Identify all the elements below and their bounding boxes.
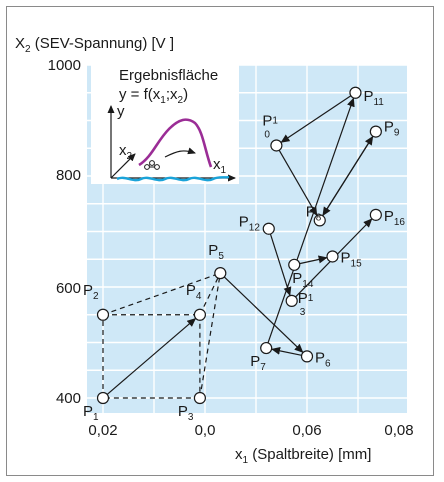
y-tick-labels: 400 600 800 1000 [48, 57, 81, 407]
scatter-chart: X2 (SEV-Spannung) [V ] 400 600 800 1000 0,0… [15, 35, 414, 466]
label-p16: P16 [384, 208, 406, 228]
point-p15 [326, 250, 339, 263]
arrow-edges [106, 95, 374, 395]
arrow-P12-P13 [269, 233, 292, 297]
point-p11 [349, 86, 362, 99]
point-p7 [260, 341, 273, 355]
inset-y-label: y [117, 103, 125, 120]
label-p11: P11 [363, 88, 384, 108]
label-p8: P8 [306, 203, 322, 223]
arrow-P9-P8 [322, 135, 374, 217]
label-p15: P15 [341, 249, 363, 269]
label-p6: P6 [315, 349, 331, 369]
label-p9: P9 [384, 119, 400, 139]
label-p1: P1 [83, 403, 99, 423]
label-p10: P1 0 [262, 112, 278, 140]
x-tick-label: 0,02 [88, 422, 117, 439]
point-p12 [262, 222, 275, 235]
label-p3: P3 [178, 403, 194, 423]
inset-x2-label: x2 [119, 142, 133, 162]
dashed-edges [102, 272, 221, 399]
dashed-edge-P2-P5 [102, 272, 221, 316]
y-tick-label: 1000 [48, 57, 81, 74]
arrow-P10-P8 [278, 149, 318, 217]
result-surface-inset: Ergebnisfläche y = f(x1;x2) y x2 x1 [91, 58, 239, 184]
y-axis-title: X2 (SEV-Spannung) [V ] [15, 35, 174, 55]
label-p7: P7 [250, 353, 266, 373]
arrow-P1-P4 [106, 318, 197, 395]
arrow-P11-P10 [280, 95, 352, 143]
dashed-edge-P4-P5 [199, 272, 221, 316]
point-p3 [193, 391, 206, 405]
point-p10 [270, 139, 283, 152]
point-p16 [369, 208, 382, 221]
point-p6 [300, 350, 314, 363]
x-tick-label: 0,06 [292, 422, 321, 439]
dashed-edge-P3-P5 [199, 273, 221, 399]
x-tick-labels: 0,02 0,0 0,06 0,08 [88, 422, 413, 439]
y-tick-label: 600 [56, 280, 81, 297]
y-tick-label: 800 [56, 167, 81, 184]
label-p5: P5 [208, 242, 224, 262]
point-p1 [96, 391, 110, 405]
label-p4: P4 [186, 282, 202, 302]
point-p14 [288, 258, 301, 271]
inset-surface-curve [138, 118, 213, 168]
arrow-P6-P7 [271, 346, 302, 356]
inset-arrow [164, 147, 196, 158]
inset-sample-nodes [144, 160, 160, 170]
inset-box [91, 58, 239, 184]
point-p4 [193, 308, 206, 321]
y-tick-label: 400 [56, 390, 81, 407]
x-tick-label: 0,0 [195, 422, 216, 439]
x-axis-title: x1 (Spaltbreite) [mm] [235, 446, 371, 466]
point-p2 [96, 308, 110, 321]
x-tick-label: 0,08 [384, 422, 413, 439]
label-p12: P12 [239, 214, 261, 234]
inset-x2-axis [110, 153, 136, 179]
point-p8 [313, 214, 326, 227]
data-points [96, 86, 382, 405]
figure-frame: X2 (SEV-Spannung) [V ] 400 600 800 1000 0,0… [6, 6, 434, 476]
point-p5 [214, 267, 227, 280]
point-p13 [285, 294, 298, 307]
label-p13: P1 3 [298, 290, 314, 318]
point-p9 [369, 125, 382, 138]
label-p2: P2 [83, 282, 99, 302]
inset-title: Ergebnisfläche [119, 67, 218, 84]
arrow-P7-P11 [267, 97, 355, 344]
inset-formula: y = f(x1;x2) [119, 86, 188, 106]
label-p14: P14 [292, 270, 314, 290]
arrow-P14-P15 [299, 255, 328, 265]
inset-water-wave [116, 175, 230, 182]
arrow-P5-P6 [223, 276, 304, 353]
inset-x1-label: x1 [213, 156, 227, 176]
